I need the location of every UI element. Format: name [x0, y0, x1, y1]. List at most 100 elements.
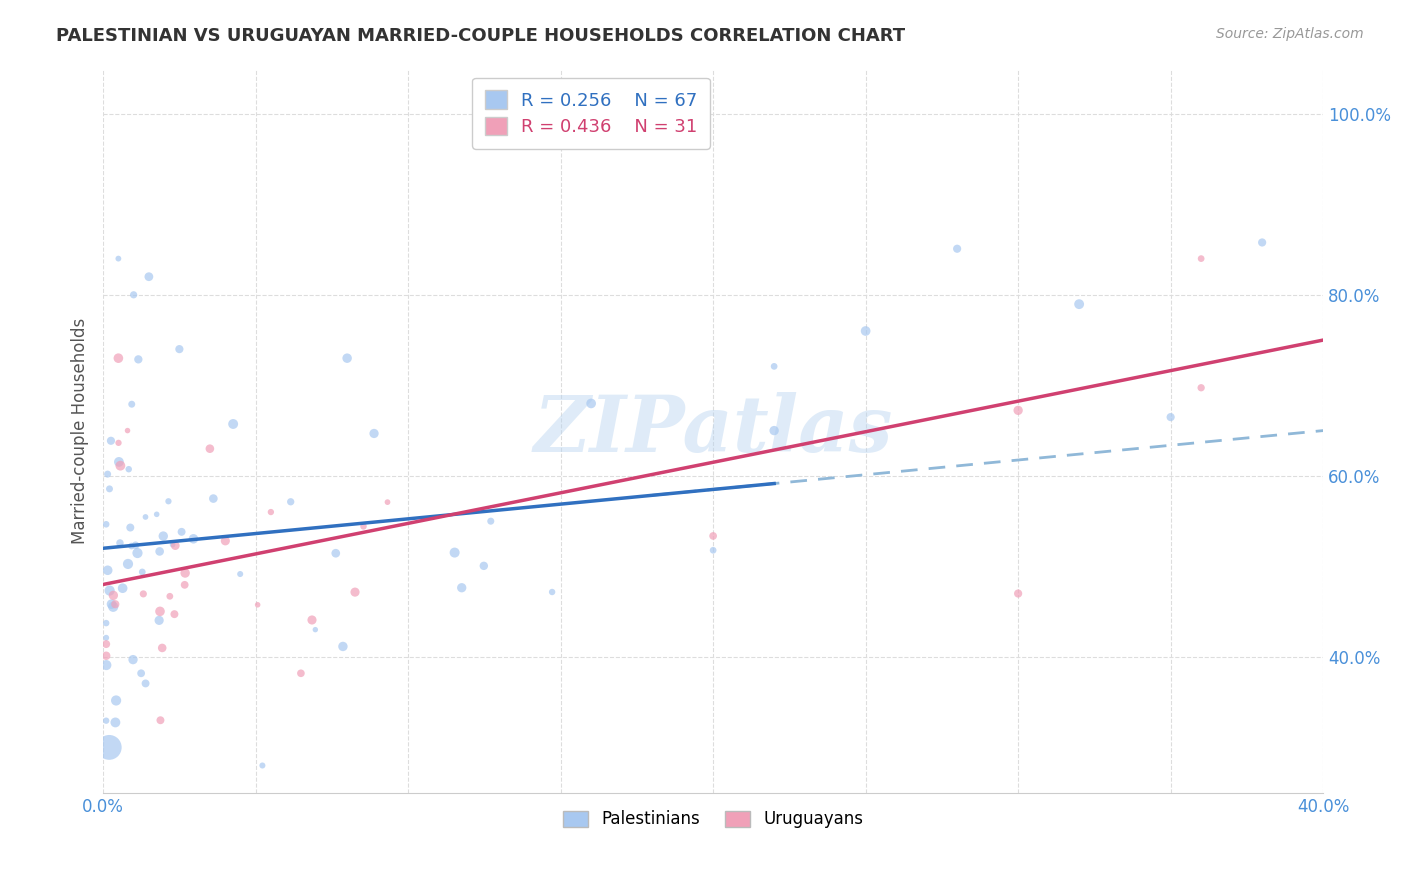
Point — [763, 359, 786, 374]
Point — [100, 434, 122, 448]
Point — [100, 597, 122, 611]
Point — [855, 324, 877, 338]
Point — [120, 520, 142, 534]
Point — [169, 342, 191, 356]
Point — [246, 598, 269, 612]
Point — [1069, 297, 1091, 311]
Text: PALESTINIAN VS URUGUAYAN MARRIED-COUPLE HOUSEHOLDS CORRELATION CHART: PALESTINIAN VS URUGUAYAN MARRIED-COUPLE … — [56, 27, 905, 45]
Point — [134, 510, 156, 524]
Point — [344, 585, 367, 599]
Point — [122, 652, 145, 666]
Point — [110, 458, 132, 473]
Point — [148, 613, 170, 627]
Point — [1007, 403, 1029, 417]
Point — [121, 397, 143, 411]
Point — [353, 519, 375, 533]
Point — [174, 566, 197, 580]
Point — [97, 563, 120, 577]
Point — [149, 713, 172, 727]
Point — [222, 417, 245, 431]
Point — [229, 567, 252, 582]
Point — [304, 623, 326, 637]
Point — [117, 557, 139, 571]
Point — [117, 424, 139, 438]
Point — [702, 543, 724, 558]
Point — [96, 648, 118, 663]
Point — [377, 495, 399, 509]
Point — [135, 676, 157, 690]
Point — [96, 517, 118, 532]
Point — [122, 288, 145, 302]
Point — [157, 494, 180, 508]
Point — [111, 581, 134, 595]
Text: ZIPatlas: ZIPatlas — [533, 392, 893, 469]
Point — [165, 539, 187, 553]
Point — [162, 538, 184, 552]
Point — [97, 467, 120, 482]
Point — [127, 546, 149, 560]
Point — [104, 597, 127, 611]
Point — [150, 640, 173, 655]
Point — [149, 604, 172, 618]
Point — [96, 714, 118, 728]
Point — [98, 583, 121, 598]
Point — [1189, 381, 1212, 395]
Point — [479, 514, 502, 528]
Point — [579, 396, 602, 410]
Point — [946, 242, 969, 256]
Point — [98, 482, 121, 496]
Point — [336, 351, 359, 366]
Point — [541, 585, 564, 599]
Point — [472, 558, 495, 573]
Point — [103, 588, 125, 602]
Point — [173, 578, 195, 592]
Point — [96, 616, 118, 631]
Point — [108, 455, 131, 469]
Point — [363, 426, 385, 441]
Legend: Palestinians, Uruguayans: Palestinians, Uruguayans — [557, 804, 870, 835]
Point — [96, 631, 118, 645]
Point — [131, 565, 153, 579]
Point — [163, 607, 186, 622]
Point — [260, 505, 283, 519]
Point — [290, 666, 312, 681]
Point — [1251, 235, 1274, 250]
Point — [159, 589, 181, 603]
Point — [149, 544, 172, 558]
Y-axis label: Married-couple Households: Married-couple Households — [72, 318, 89, 544]
Point — [107, 252, 129, 266]
Point — [152, 529, 174, 543]
Point — [301, 613, 323, 627]
Point — [170, 524, 193, 539]
Point — [145, 508, 167, 522]
Point — [132, 587, 155, 601]
Point — [138, 269, 160, 284]
Point — [129, 666, 152, 681]
Point — [108, 536, 131, 550]
Point — [1160, 410, 1182, 425]
Point — [107, 351, 129, 366]
Point — [124, 538, 146, 552]
Point — [118, 462, 141, 476]
Point — [702, 529, 724, 543]
Point — [96, 637, 118, 651]
Point — [280, 495, 302, 509]
Point — [443, 545, 465, 559]
Point — [325, 546, 347, 560]
Point — [127, 352, 149, 367]
Point — [1007, 586, 1029, 600]
Point — [104, 715, 127, 730]
Point — [101, 599, 124, 614]
Point — [450, 581, 472, 595]
Text: Source: ZipAtlas.com: Source: ZipAtlas.com — [1216, 27, 1364, 41]
Point — [214, 533, 236, 548]
Point — [1189, 252, 1212, 266]
Point — [252, 758, 274, 772]
Point — [763, 424, 786, 438]
Point — [183, 532, 205, 546]
Point — [202, 491, 225, 506]
Point — [198, 442, 221, 456]
Point — [332, 640, 354, 654]
Point — [105, 693, 128, 707]
Point — [96, 658, 118, 673]
